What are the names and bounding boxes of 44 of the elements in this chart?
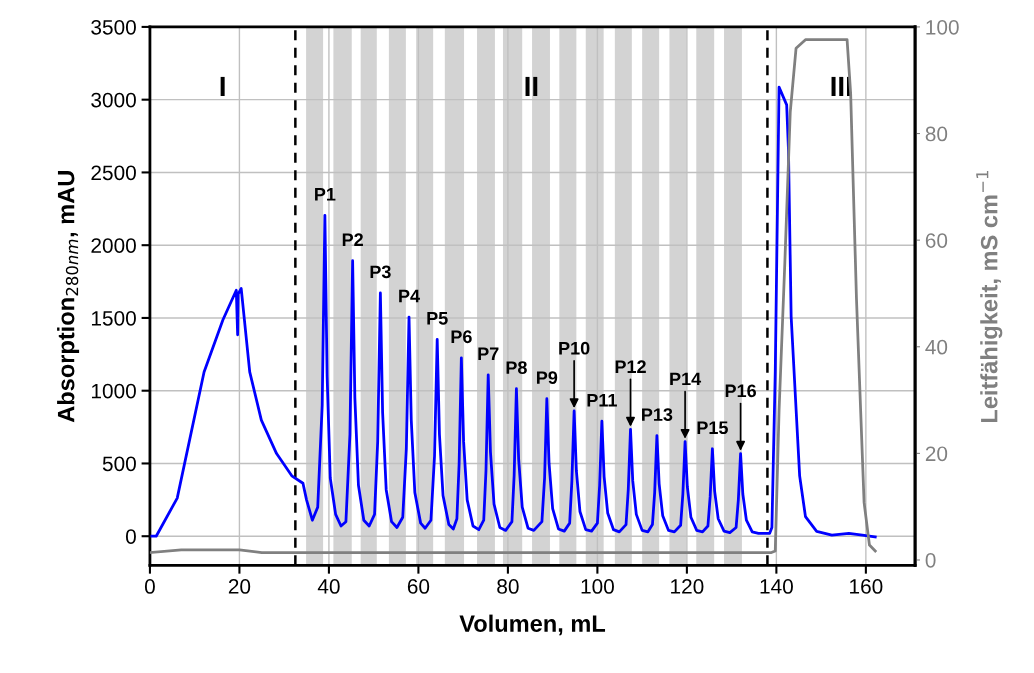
annotation: P1 <box>315 188 336 201</box>
annotation: P4 <box>399 289 420 303</box>
x-tick-label: 60 <box>407 579 430 594</box>
y-tick-label: 2500 <box>91 165 136 181</box>
x-tick-label: 120 <box>671 579 704 594</box>
x-tick-label: 160 <box>850 579 883 594</box>
x-tick-label: 20 <box>228 579 251 594</box>
x-tick-label: 140 <box>760 579 793 594</box>
annotation: P3 <box>370 265 391 279</box>
annotation: P16 <box>725 384 756 398</box>
annotation: P11 <box>587 393 617 407</box>
y2-tick-label: 40 <box>925 339 948 355</box>
annotation: P13 <box>642 408 673 422</box>
annotation: P9 <box>536 371 558 385</box>
y2-tick-label: 80 <box>925 126 948 142</box>
y-tick-label: 500 <box>102 456 136 472</box>
annotation: P12 <box>615 360 646 373</box>
y-tick-label: 3000 <box>91 92 136 108</box>
y-tick-label: 1000 <box>91 383 136 399</box>
x-tick-label: 80 <box>497 579 519 594</box>
y-axis-title: Absorption$_{280nm}$, mAU <box>57 171 80 423</box>
annotation: II <box>525 76 538 97</box>
annotation: P5 <box>427 312 448 325</box>
y2-tick-label: 0 <box>925 552 936 568</box>
annotation: P10 <box>559 341 590 355</box>
y2-tick-label: 60 <box>925 233 948 248</box>
y-tick-label: 3500 <box>91 19 136 35</box>
annotation: I <box>220 76 225 97</box>
annotation: P2 <box>342 233 363 246</box>
y2-tick-label: 100 <box>926 19 959 35</box>
x-tick-label: 100 <box>581 579 614 594</box>
y-tick-label: 0 <box>125 529 136 544</box>
annotation: P14 <box>670 372 702 386</box>
annotation: P7 <box>478 347 499 360</box>
x-tick-label: 0 <box>144 579 155 594</box>
annotation: P8 <box>506 361 527 374</box>
x-tick-label: 40 <box>317 579 340 594</box>
x-axis-title: Volumen, mL <box>459 614 606 636</box>
annotation: P6 <box>451 330 472 344</box>
y2-tick-label: 20 <box>925 446 948 462</box>
y-tick-label: 2000 <box>91 238 136 253</box>
annotation: P15 <box>697 421 728 435</box>
y-tick-label: 1500 <box>91 310 136 326</box>
y2-axis-title: Leitfähigkeit, mS cm$^{−1}$ <box>976 170 1003 423</box>
